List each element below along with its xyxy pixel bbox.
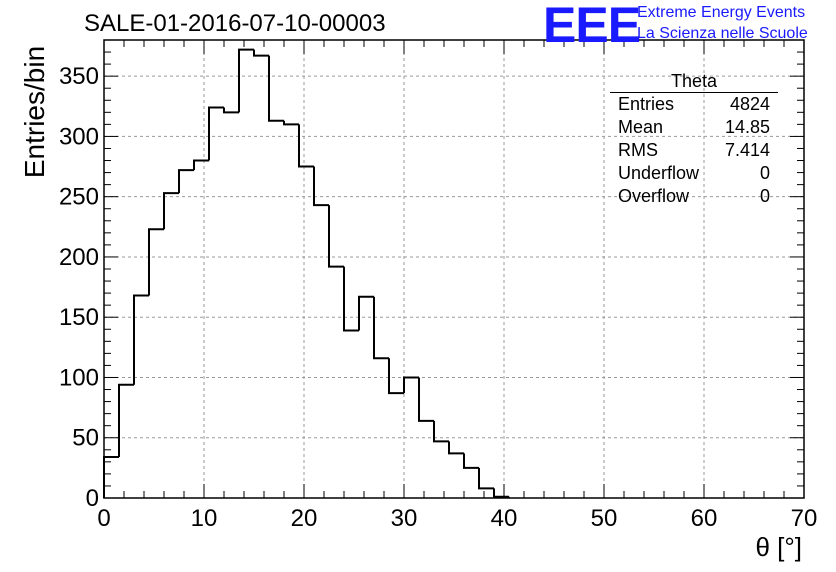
- x-tick-label: 0: [97, 505, 110, 532]
- y-tick-label: 250: [59, 184, 99, 211]
- stats-row-overflow: Overflow 0: [610, 185, 778, 208]
- histogram-bin: [433, 420, 449, 443]
- histogram-bin: [223, 107, 239, 114]
- x-tick-label: 70: [791, 505, 818, 532]
- chart-title: SALE-01-2016-07-10-00003: [84, 10, 386, 37]
- y-tick-label: 50: [72, 425, 99, 452]
- histogram-bin: [478, 467, 494, 490]
- stats-label: Entries: [618, 94, 675, 114]
- y-axis-label: Entries/bin: [19, 45, 50, 179]
- logo-line-2: La Scienza nelle Scuole: [637, 25, 808, 42]
- x-tick-label: 30: [391, 505, 418, 532]
- stats-label: Underflow: [618, 163, 700, 183]
- histogram-bin: [403, 376, 419, 394]
- y-tick-label: 300: [59, 123, 99, 150]
- y-tick-label: 100: [59, 364, 99, 391]
- stats-title: Theta: [610, 70, 778, 93]
- x-tick-label: 60: [691, 505, 718, 532]
- histogram-bin: [298, 124, 314, 168]
- histogram-bin: [373, 296, 389, 360]
- histogram-bin: [178, 169, 194, 194]
- x-tick-label: 20: [291, 505, 318, 532]
- histogram-bin: [208, 106, 224, 161]
- histogram-bin: [268, 55, 284, 122]
- logo-line-1: Extreme Energy Events: [637, 4, 806, 21]
- histogram-bin: [193, 159, 209, 171]
- stats-row-mean: Mean 14.85: [610, 116, 778, 139]
- x-axis-label: θ [°]: [755, 532, 802, 562]
- stats-label: Mean: [618, 117, 664, 137]
- x-tick-label: 40: [491, 505, 518, 532]
- histogram-bin: [313, 166, 329, 207]
- stats-value: 14.85: [724, 117, 770, 137]
- stats-value: 0: [759, 163, 770, 183]
- histogram-bin: [148, 228, 164, 296]
- histogram-bin: [238, 48, 254, 113]
- histogram-bin: [358, 295, 374, 331]
- histogram-bin: [418, 377, 434, 422]
- histogram-bin: [388, 358, 404, 395]
- stats-value: 4824: [729, 94, 770, 114]
- histogram-bin: [493, 488, 509, 498]
- histogram-bin: [328, 205, 344, 268]
- histogram-bin: [463, 453, 479, 469]
- x-tick-label: 50: [591, 505, 618, 532]
- stats-row-rms: RMS 7.414: [610, 139, 778, 162]
- y-tick-label: 150: [59, 304, 99, 331]
- x-tick-label: 10: [191, 505, 218, 532]
- y-tick-label: 200: [59, 244, 99, 271]
- histogram-bin: [343, 266, 359, 332]
- stats-row-entries: Entries 4824: [610, 93, 778, 116]
- eee-logo: EEE: [543, 0, 641, 53]
- stats-box: Theta Entries 4824 Mean 14.85 RMS 7.414 …: [610, 70, 778, 208]
- histogram-bin: [163, 192, 179, 230]
- histogram-bin: [103, 456, 119, 498]
- stats-row-underflow: Underflow 0: [610, 162, 778, 185]
- histogram-bin: [253, 49, 269, 57]
- stats-label: Overflow: [618, 186, 690, 206]
- histogram-bin: [118, 383, 134, 458]
- y-tick-label: 350: [59, 63, 99, 90]
- y-tick-label: 0: [86, 485, 99, 512]
- histogram-bin: [448, 441, 464, 455]
- stats-label: RMS: [618, 140, 658, 160]
- stats-value: 7.414: [724, 140, 770, 160]
- stats-value: 0: [759, 186, 770, 206]
- histogram-bin: [283, 120, 299, 126]
- histogram-bin: [133, 294, 149, 385]
